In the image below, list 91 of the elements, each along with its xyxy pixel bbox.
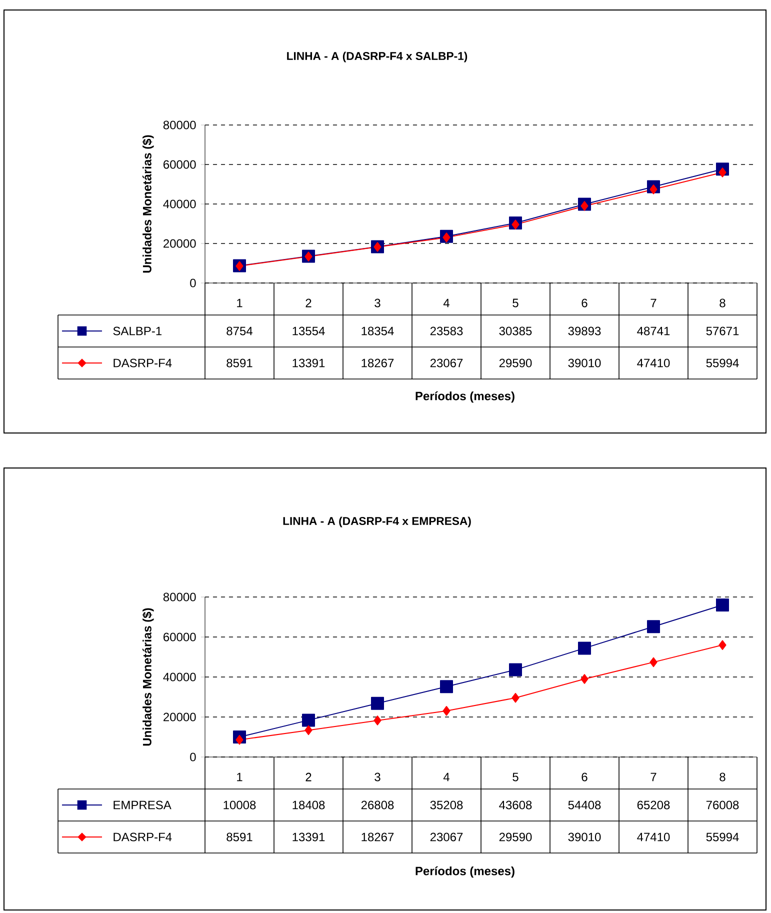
y-tick-label: 60000 [164,160,196,169]
data-label: 48741 [637,326,670,336]
y-axis-title: Unidades Monetárias ($) [142,608,154,746]
data-label: 18408 [292,800,325,810]
data-label: 39010 [568,358,601,368]
data-label: 55994 [706,358,739,368]
data-label: 18267 [362,358,394,368]
x-tick-label: 2 [306,298,312,308]
x-tick-label: 7 [650,298,656,308]
data-label: 13391 [292,358,325,368]
x-tick-label: 3 [374,772,380,782]
point [374,242,382,252]
y-tick-label: 0 [190,752,196,762]
point [440,680,453,694]
x-tick-label: 3 [374,298,380,308]
data-label: 8591 [226,358,252,368]
x-axis-title: Períodos (meses) [416,866,514,878]
point [508,663,522,676]
point [302,714,316,727]
data-label: 13554 [292,326,325,336]
point [512,220,520,230]
x-tick-label: 6 [582,298,588,308]
data-label: 29590 [499,832,532,842]
point [646,620,660,634]
legend-label: DASRP-F4 [114,358,172,368]
data-label: 65208 [637,800,670,810]
legend-label: SALBP-1 [113,326,162,336]
data-label: 57671 [706,326,739,336]
data-label: 18354 [362,326,394,336]
point [716,598,729,612]
data-label: 43608 [499,800,532,810]
chart-title: LINHA - A (DASRP-F4 x EMPRESA) [283,516,471,528]
point [236,261,244,271]
legend-label: DASRP-F4 [114,832,172,842]
point [236,734,244,745]
data-label: 54408 [568,800,601,810]
data-label: 29590 [499,358,532,368]
data-label: 55994 [706,832,739,842]
x-tick-label: 8 [720,298,726,308]
data-label: 35208 [430,800,463,810]
x-axis-title: Períodos (meses) [416,391,514,403]
data-label: 23067 [430,358,463,368]
point [650,657,658,668]
point [718,640,726,650]
point [578,642,591,655]
data-label: 30385 [499,326,532,336]
x-tick-label: 4 [443,772,450,782]
point [370,696,384,710]
point [580,201,588,211]
y-tick-label: 20000 [164,239,196,248]
y-axis-title: Unidades Monetárias ($) [142,135,154,273]
x-tick-label: 8 [720,772,726,782]
point [718,168,726,178]
data-label: 39010 [568,832,601,842]
x-tick-label: 7 [650,772,656,782]
x-tick-label: 4 [443,298,450,308]
data-label: 8754 [226,326,252,336]
x-tick-label: 1 [237,298,242,308]
point [374,716,382,726]
point [512,692,520,703]
y-tick-label: 40000 [163,200,196,208]
y-tick-label: 80000 [163,592,196,602]
data-label: 47410 [637,358,670,368]
point [304,252,312,262]
y-tick-label: 40000 [163,672,196,682]
data-label: 8591 [226,832,252,842]
data-label: 23583 [430,326,463,336]
y-tick-label: 80000 [163,120,196,130]
point [580,674,588,684]
data-label: 76008 [706,800,739,810]
point [442,706,450,716]
data-label: 13391 [292,832,325,842]
x-tick-label: 6 [582,772,588,782]
data-label: 18267 [362,832,394,842]
y-tick-label: 60000 [164,632,196,642]
x-tick-label: 2 [306,772,312,782]
x-tick-label: 5 [512,298,518,308]
chart-title: LINHA - A (DASRP-F4 x SALBP-1) [287,52,468,62]
data-label: 10008 [224,800,256,810]
point [650,184,658,194]
y-tick-label: 20000 [164,712,196,722]
legend-label: EMPRESA [114,800,172,810]
point [442,232,450,242]
data-label: 26808 [361,800,394,810]
x-tick-label: 5 [512,772,518,782]
data-label: 47410 [637,832,670,842]
data-label: 23067 [430,832,463,842]
y-tick-label: 0 [190,278,196,288]
x-tick-label: 1 [237,772,242,782]
point [304,725,312,736]
data-label: 39893 [568,326,601,336]
